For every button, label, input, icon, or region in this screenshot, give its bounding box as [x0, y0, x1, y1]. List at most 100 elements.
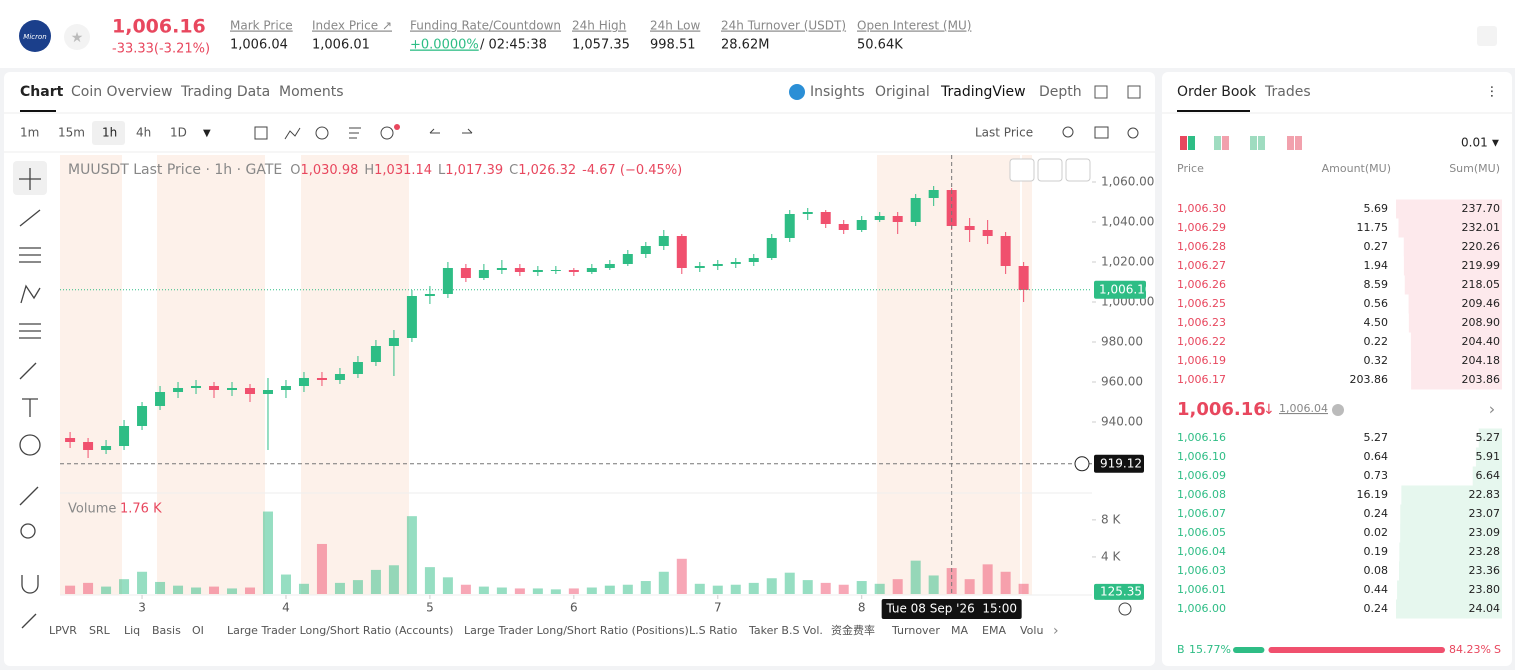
- view-tab[interactable]: Original: [875, 84, 930, 100]
- tab[interactable]: Chart: [20, 84, 64, 100]
- volume-bar: [65, 585, 76, 594]
- x-tick-label: 5: [426, 601, 434, 615]
- chevron[interactable]: ›: [1053, 623, 1059, 639]
- indicator[interactable]: Turnover: [891, 624, 940, 637]
- candle-body: [838, 224, 849, 230]
- indicator[interactable]: L.S Ratio: [689, 624, 738, 637]
- view-tab[interactable]: Insights: [810, 84, 865, 100]
- settings-icon[interactable]: [1118, 602, 1132, 616]
- stat-label: Funding Rate/Countdown: [410, 19, 561, 33]
- more-icon[interactable]: ⋮: [1486, 85, 1499, 100]
- book-tab[interactable]: Trades: [1264, 84, 1311, 100]
- indicator[interactable]: 资金费率: [831, 623, 875, 637]
- dropdown-arrow[interactable]: ▼: [203, 128, 211, 139]
- book-tab[interactable]: Order Book: [1177, 84, 1257, 100]
- volume-bar: [137, 571, 148, 594]
- volume-bar: [1018, 583, 1029, 594]
- sell-bar: [1268, 647, 1445, 653]
- stat-value: 1,006.01: [312, 38, 370, 53]
- candle-body: [406, 296, 417, 338]
- candle-body: [730, 262, 741, 264]
- precision[interactable]: 0.01: [1461, 136, 1488, 150]
- indicator[interactable]: EMA: [982, 624, 1006, 637]
- y-tick-label: 960.00: [1101, 375, 1143, 389]
- row-sum: 5.91: [1476, 450, 1501, 463]
- row-price: 1,006.05: [1177, 526, 1226, 539]
- interval[interactable]: 4h: [136, 126, 151, 140]
- view-tab[interactable]: TradingView: [940, 84, 1026, 100]
- interval[interactable]: 15m: [58, 126, 85, 140]
- row-price: 1,006.00: [1177, 602, 1226, 615]
- row-price: 1,006.27: [1177, 259, 1226, 272]
- indicator[interactable]: Large Trader Long/Short Ratio (Accounts): [227, 624, 453, 637]
- row-amount: 8.59: [1364, 278, 1389, 291]
- buy-key: B: [1177, 643, 1185, 656]
- indicator[interactable]: LPVR: [49, 624, 77, 637]
- volume-last-box: [1094, 583, 1144, 600]
- row-amount: 0.08: [1364, 564, 1389, 577]
- depth-bar: [1403, 256, 1502, 276]
- indicator[interactable]: Basis: [152, 624, 181, 637]
- favorite[interactable]: [64, 24, 90, 50]
- interval[interactable]: 1D: [170, 126, 187, 140]
- toolbar-icons: [254, 126, 1139, 140]
- candle-body: [568, 270, 579, 272]
- add-alert[interactable]: [1074, 456, 1090, 472]
- stat-label: Mark Price: [230, 19, 293, 33]
- dropdown-arrow[interactable]: ▼: [1492, 139, 1499, 149]
- depth-bar: [1410, 351, 1502, 371]
- depth-bar: [1401, 485, 1502, 505]
- interval[interactable]: 1m: [20, 126, 39, 140]
- volume-bar: [586, 587, 597, 594]
- depth-bar: [1411, 370, 1502, 390]
- row-sum: 204.40: [1462, 335, 1501, 348]
- row-amount: 0.44: [1364, 583, 1389, 596]
- last-price-box: [1094, 280, 1146, 299]
- indicator[interactable]: Volu: [1020, 624, 1043, 637]
- interval[interactable]: 1h: [102, 126, 117, 140]
- depth-bar: [1472, 466, 1502, 486]
- volume-bar: [622, 584, 633, 594]
- view-tab[interactable]: Depth: [1039, 84, 1082, 100]
- candle-body: [982, 230, 993, 236]
- candle-body: [514, 268, 525, 272]
- row-sum: 220.26: [1462, 240, 1501, 253]
- candle-body: [496, 268, 507, 270]
- volume-bar: [604, 585, 615, 594]
- volume-bar: [802, 580, 813, 594]
- indicator[interactable]: OI: [192, 624, 204, 637]
- row-price: 1,006.26: [1177, 278, 1226, 291]
- depth-bar: [1400, 523, 1502, 543]
- top-bar: [0, 0, 1515, 68]
- fullscreen-icon[interactable]: [1094, 85, 1108, 99]
- volume-bar: [856, 581, 867, 594]
- volume-bar: [478, 586, 489, 594]
- row-amount: 0.02: [1364, 526, 1389, 539]
- indicator[interactable]: SRL: [89, 624, 111, 637]
- layout-icon[interactable]: [1127, 85, 1141, 99]
- volume-bar: [928, 575, 939, 594]
- indicator[interactable]: Liq: [124, 624, 140, 637]
- row-amount: 0.73: [1364, 469, 1389, 482]
- price-type[interactable]: Last Price: [975, 126, 1033, 140]
- indicator[interactable]: Large Trader Long/Short Ratio (Positions…: [464, 624, 689, 637]
- tab[interactable]: Moments: [279, 84, 344, 100]
- tab[interactable]: Coin Overview: [71, 84, 172, 100]
- y-tick-label: 1,040.00: [1101, 215, 1154, 229]
- tab[interactable]: Trading Data: [180, 84, 270, 100]
- legend-key: L: [438, 163, 446, 178]
- volume-bar: [352, 580, 363, 594]
- chevron[interactable]: ›: [1489, 400, 1495, 419]
- row-price: 1,006.30: [1177, 202, 1226, 215]
- price-change: -33.33(-3.21%): [112, 42, 210, 57]
- candle-body: [874, 216, 885, 220]
- volume-title: Volume: [68, 502, 116, 517]
- candle-body: [532, 270, 543, 272]
- indicator[interactable]: MA: [951, 624, 968, 637]
- menu-button[interactable]: [1477, 26, 1497, 46]
- legend-title: MUUSDT Last Price · 1h · GATE: [68, 162, 282, 178]
- volume-bar: [496, 587, 507, 594]
- depth-bar: [1399, 542, 1502, 562]
- indicator[interactable]: Taker B.S Vol.: [748, 624, 823, 637]
- stat-value: 28.62M: [721, 38, 769, 53]
